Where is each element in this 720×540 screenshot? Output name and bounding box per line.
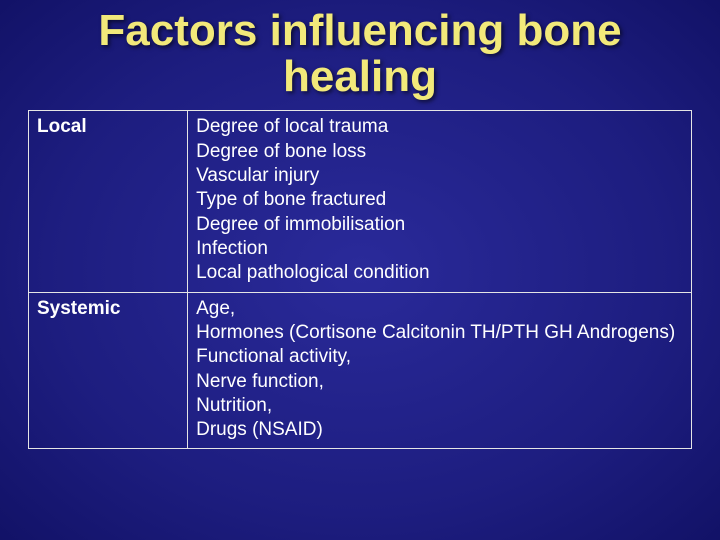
item-text: Nutrition, <box>196 394 683 418</box>
item-text: Hormones (Cortisone Calcitonin TH/PTH GH… <box>196 321 683 345</box>
slide-title: Factors influencing bone healing <box>28 8 692 100</box>
item-text: Nerve function, <box>196 370 683 394</box>
item-text: Type of bone fractured <box>196 188 683 212</box>
slide: Factors influencing bone healing LocalDe… <box>0 0 720 540</box>
category-cell: Local <box>29 111 188 292</box>
items-cell: Age, Hormones (Cortisone Calcitonin TH/P… <box>188 292 692 449</box>
factors-table: LocalDegree of local traumaDegree of bon… <box>28 110 692 449</box>
item-text: Infection <box>196 237 683 261</box>
items-cell: Degree of local traumaDegree of bone los… <box>188 111 692 292</box>
item-text: Age, <box>196 297 683 321</box>
item-text: Functional activity, <box>196 345 683 369</box>
table-row: SystemicAge, Hormones (Cortisone Calcito… <box>29 292 692 449</box>
category-cell: Systemic <box>29 292 188 449</box>
item-text: Degree of immobilisation <box>196 213 683 237</box>
item-text: Drugs (NSAID) <box>196 418 683 442</box>
table-row: LocalDegree of local traumaDegree of bon… <box>29 111 692 292</box>
item-text: Degree of local trauma <box>196 115 683 139</box>
table-body: LocalDegree of local traumaDegree of bon… <box>29 111 692 449</box>
item-text: Vascular injury <box>196 164 683 188</box>
item-text: Degree of bone loss <box>196 140 683 164</box>
item-text: Local pathological condition <box>196 261 683 285</box>
